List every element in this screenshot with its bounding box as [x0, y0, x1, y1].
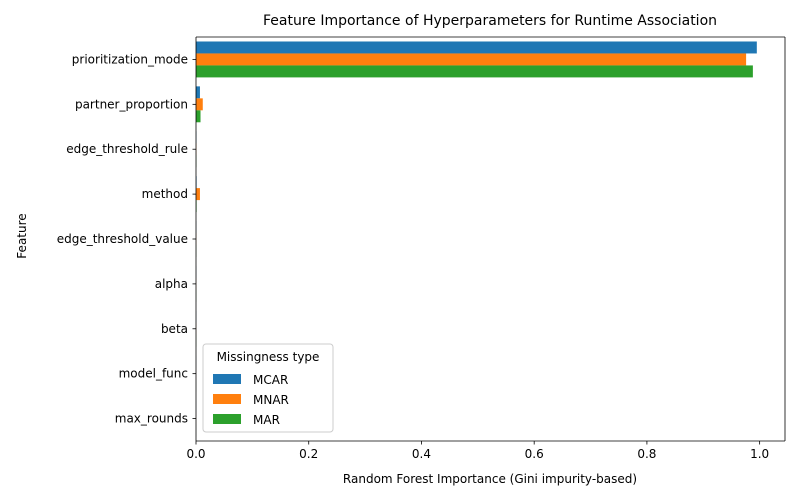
- y-tick-label: beta: [161, 322, 188, 336]
- bar-mar-partner-proportion: [196, 110, 201, 123]
- x-tick-label: 0.6: [525, 447, 544, 461]
- x-axis-label: Random Forest Importance (Gini impurity-…: [343, 472, 637, 486]
- legend-swatch-mar: [213, 414, 241, 424]
- y-tick-label: model_func: [119, 367, 188, 381]
- x-ticks-group: 0.0 0.2 0.4 0.6 0.8 1.0: [186, 441, 769, 461]
- x-tick-label: 1.0: [750, 447, 769, 461]
- legend-label-mcar: MCAR: [253, 373, 288, 387]
- x-tick-label: 0.2: [299, 447, 318, 461]
- bar-mar-prioritization-mode: [196, 65, 753, 78]
- bar-mcar-partner-proportion: [196, 86, 200, 99]
- bar-mnar-partner-proportion: [196, 98, 203, 111]
- legend-label-mar: MAR: [253, 413, 280, 427]
- y-tick-label: method: [142, 187, 188, 201]
- y-tick-label: prioritization_mode: [72, 52, 188, 66]
- legend-swatch-mnar: [213, 394, 241, 404]
- x-tick-label: 0.0: [186, 447, 205, 461]
- bar-mcar-prioritization-mode: [196, 41, 757, 54]
- chart-title: Feature Importance of Hyperparameters fo…: [263, 13, 717, 29]
- x-tick-label: 0.8: [637, 447, 656, 461]
- y-tick-label: edge_threshold_rule: [66, 142, 188, 156]
- y-tick-label: partner_proportion: [75, 97, 188, 111]
- legend-title: Missingness type: [217, 350, 320, 364]
- legend-swatch-mcar: [213, 374, 241, 384]
- y-axis-label: Feature: [15, 213, 29, 258]
- bar-mnar-prioritization-mode: [196, 53, 747, 66]
- x-tick-label: 0.4: [412, 447, 431, 461]
- y-tick-label: alpha: [155, 277, 188, 291]
- legend-label-mnar: MNAR: [253, 393, 289, 407]
- bar-mnar-method: [196, 188, 200, 201]
- y-ticks-group: prioritization_mode partner_proportionedg…: [57, 52, 196, 426]
- y-tick-label: max_rounds: [115, 412, 188, 426]
- legend-frame: [202, 343, 334, 433]
- y-tick-label: edge_threshold_value: [57, 232, 188, 246]
- legend: Missingness type MCAR MNAR MAR: [202, 343, 334, 433]
